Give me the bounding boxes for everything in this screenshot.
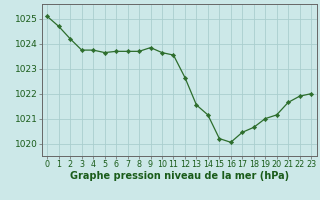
X-axis label: Graphe pression niveau de la mer (hPa): Graphe pression niveau de la mer (hPa) (70, 171, 289, 181)
